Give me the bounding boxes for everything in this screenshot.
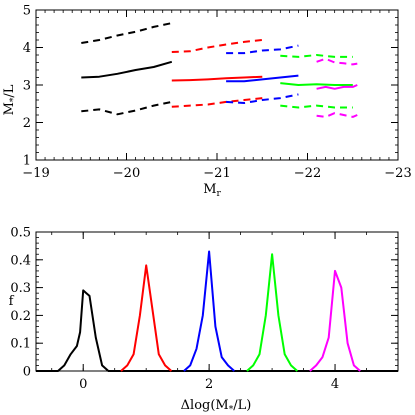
top-x-tick-label: −21 xyxy=(203,166,230,181)
bottom-x-axis-title: Δlog(M*/L) xyxy=(181,398,252,415)
top-series-magenta-dashed xyxy=(316,57,358,66)
bottom-x-tick-label: 4 xyxy=(331,377,339,392)
top-series-green-solid xyxy=(280,82,353,86)
top-ylabel-sub: * xyxy=(9,97,19,102)
bottom-series-red-solid xyxy=(120,264,173,372)
bottom-y-tick-label: 0.5 xyxy=(10,226,31,241)
top-series-black-solid xyxy=(81,60,173,79)
bottom-y-tick-label: 0.3 xyxy=(10,281,31,296)
top-series-blue-solid xyxy=(226,74,299,83)
bottom-series-black-solid xyxy=(36,289,398,372)
top-ylabel-suffix: /L xyxy=(2,84,17,97)
top-series-blue-dashed xyxy=(226,93,299,104)
bottom-y-tick-label: 0 xyxy=(23,365,31,380)
top-series-green-dashed xyxy=(280,54,353,58)
bottom-x-tick-label: 2 xyxy=(205,377,213,392)
top-series-red-solid xyxy=(171,75,263,82)
top-series-magenta-dashed xyxy=(316,112,358,118)
top-series-magenta-solid xyxy=(316,84,358,90)
bottom-series-blue-solid xyxy=(183,250,235,372)
top-y-tick-label: 1 xyxy=(23,154,31,169)
bottom-xlabel-main: Δlog(M xyxy=(181,398,229,413)
top-series-green-dashed xyxy=(280,104,353,109)
top-series-red-dashed xyxy=(171,97,263,108)
top-x-tick-label: −19 xyxy=(22,166,49,181)
bottom-y-tick-label: 0.2 xyxy=(10,309,31,324)
bottom-panel: 0 2 4 0 0.1 0.2 0.3 0.4 0.5 Δlog(M*/L) f xyxy=(9,226,399,415)
top-y-tick-label: 2 xyxy=(23,116,31,131)
top-series-red-dashed xyxy=(171,39,263,53)
top-x-axis-title: Mr xyxy=(203,182,221,199)
top-series-black-dashed xyxy=(81,22,173,44)
bottom-y-tick-label: 0.4 xyxy=(10,253,31,268)
bottom-xlabel-sub: * xyxy=(229,405,234,415)
top-x-tick-label: −23 xyxy=(384,166,411,181)
top-y-axis-title: M*/L xyxy=(2,84,19,115)
top-y-tick-label: 5 xyxy=(23,4,31,19)
bottom-y-tick-label: 0.1 xyxy=(10,337,31,352)
top-xlabel-sub: r xyxy=(217,189,222,199)
top-y-tick-label: 4 xyxy=(23,41,31,56)
bottom-series-magenta-solid xyxy=(309,269,361,372)
top-series-group xyxy=(81,22,358,118)
top-xlabel-main: M xyxy=(203,182,216,197)
top-axis-ticks: −19 −20 −21 −22 −23 1 2 3 4 5 xyxy=(22,4,411,182)
bottom-y-axis-title: f xyxy=(9,294,15,309)
top-x-tick-label: −20 xyxy=(113,166,140,181)
top-series-blue-dashed xyxy=(226,44,299,55)
top-series-black-dashed xyxy=(81,100,173,116)
bottom-series-group xyxy=(36,250,398,372)
top-y-tick-label: 3 xyxy=(23,79,31,94)
top-ylabel-main: M xyxy=(2,102,17,115)
bottom-x-tick-label: 0 xyxy=(79,377,87,392)
bottom-series-green-solid xyxy=(246,253,298,372)
top-x-tick-label: −22 xyxy=(294,166,321,181)
bottom-xlabel-suffix: /L) xyxy=(233,398,251,413)
